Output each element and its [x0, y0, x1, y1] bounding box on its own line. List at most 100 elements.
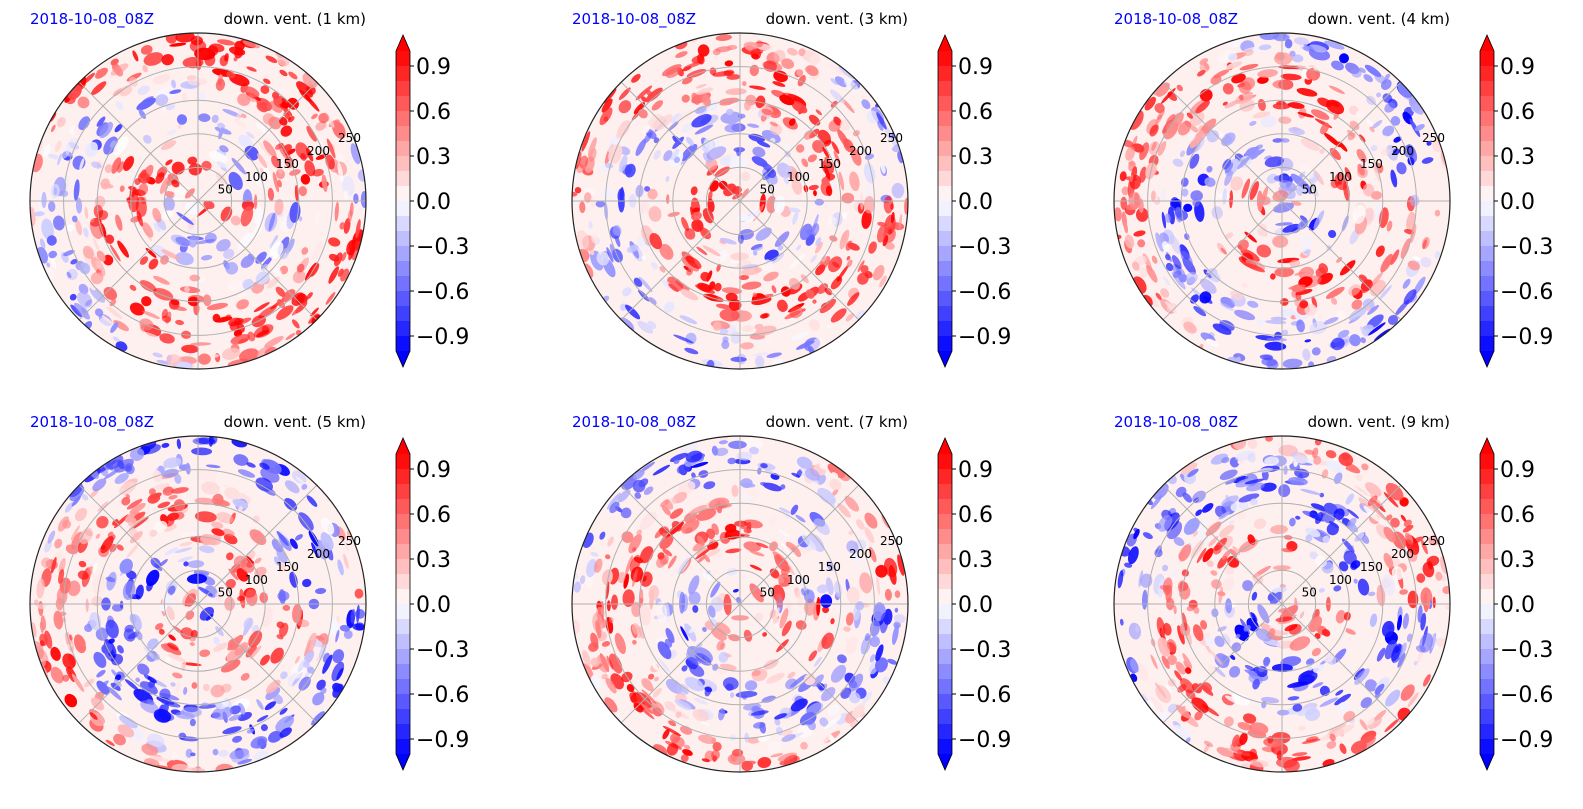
field-cell	[259, 167, 264, 174]
field-cell	[326, 138, 336, 159]
field-cell	[796, 340, 815, 350]
field-cell	[260, 724, 268, 732]
field-cell	[876, 112, 887, 130]
field-cell	[37, 603, 47, 610]
field-cell	[1189, 99, 1206, 115]
field-cell	[280, 125, 293, 137]
field-cell	[803, 130, 814, 140]
field-cell	[788, 118, 796, 126]
field-cell	[115, 214, 123, 231]
field-cell	[129, 613, 137, 624]
field-cell	[887, 658, 898, 665]
field-cell	[801, 158, 809, 168]
field-cell	[694, 546, 713, 560]
field-cell	[631, 623, 641, 635]
field-cell	[1334, 693, 1351, 706]
field-cell	[618, 100, 632, 114]
field-cell	[707, 198, 715, 213]
field-cell	[1421, 539, 1428, 555]
field-cell	[727, 457, 737, 465]
polar-frame	[571, 32, 909, 370]
field-cell	[741, 81, 747, 87]
field-cell	[1305, 534, 1313, 542]
field-cell	[1311, 296, 1318, 309]
field-cell	[320, 532, 334, 551]
angular-gridline	[739, 200, 860, 321]
field-cell	[41, 191, 47, 209]
field-cell	[1282, 329, 1289, 336]
field-cell	[851, 704, 865, 719]
field-cell	[138, 183, 149, 196]
field-cell	[311, 711, 325, 726]
field-cell	[1413, 276, 1426, 296]
field-cell	[93, 651, 107, 668]
field-cell	[141, 310, 160, 319]
field-cell	[70, 525, 80, 541]
field-cell	[1173, 536, 1185, 547]
colorbar-tick-label: 0.9	[416, 458, 451, 483]
field-cell	[276, 634, 284, 640]
field-cell	[1335, 609, 1346, 624]
field-cell	[1289, 259, 1301, 268]
field-cell	[295, 534, 303, 541]
field-cell	[139, 681, 158, 695]
field-cell	[780, 286, 791, 297]
field-cell	[673, 459, 680, 465]
field-cell	[647, 188, 658, 200]
field-cell	[1312, 682, 1324, 688]
field-cell	[1227, 556, 1240, 568]
field-cell	[153, 708, 172, 723]
field-cell	[1325, 460, 1344, 473]
field-cell	[69, 634, 73, 641]
field-cell	[153, 222, 161, 233]
colorbar-level	[1480, 469, 1494, 485]
field-cell	[181, 661, 187, 672]
colorbar-tick-label: 0.6	[416, 100, 451, 125]
field-cell	[876, 225, 887, 243]
field-cell	[183, 561, 189, 567]
field-cell	[137, 663, 150, 676]
field-cell	[838, 171, 845, 191]
field-cell	[743, 528, 752, 534]
field-cell	[1219, 320, 1235, 332]
field-cell	[218, 749, 229, 757]
field-cell	[714, 282, 722, 292]
colorbar-level	[938, 514, 952, 530]
field-cell	[110, 682, 118, 690]
angular-gridline	[197, 484, 318, 605]
field-cell	[702, 572, 713, 581]
field-cell	[1185, 689, 1196, 700]
radial-tick-label: 200	[849, 144, 872, 158]
field-cell	[204, 53, 216, 67]
field-cell	[274, 198, 284, 216]
field-cell	[588, 221, 593, 229]
field-cell	[774, 617, 781, 628]
field-cell	[223, 528, 235, 537]
field-cell	[769, 568, 780, 579]
field-cell	[185, 593, 197, 607]
field-cell	[1360, 281, 1373, 294]
panel-date-label: 2018-10-08_08Z	[572, 10, 696, 29]
field-cell	[636, 529, 643, 536]
field-cell	[180, 710, 185, 715]
field-cell	[745, 209, 761, 223]
field-cell	[1291, 756, 1312, 761]
field-cell	[730, 331, 741, 344]
field-cell	[1181, 188, 1189, 197]
field-cell	[774, 718, 781, 726]
field-cell	[181, 344, 199, 354]
field-cell	[191, 447, 213, 456]
colorbar-level	[1480, 201, 1494, 217]
field-cell	[721, 340, 730, 350]
field-cell	[265, 55, 278, 64]
field-cell	[260, 85, 270, 94]
field-cell	[1354, 532, 1365, 542]
field-cell	[848, 673, 864, 692]
field-cell	[91, 161, 102, 169]
field-cell	[795, 620, 807, 630]
field-cell	[606, 492, 621, 510]
field-cell	[1244, 231, 1257, 243]
field-cell	[198, 545, 215, 554]
field-cell	[40, 615, 47, 631]
colorbar-level	[396, 126, 410, 142]
